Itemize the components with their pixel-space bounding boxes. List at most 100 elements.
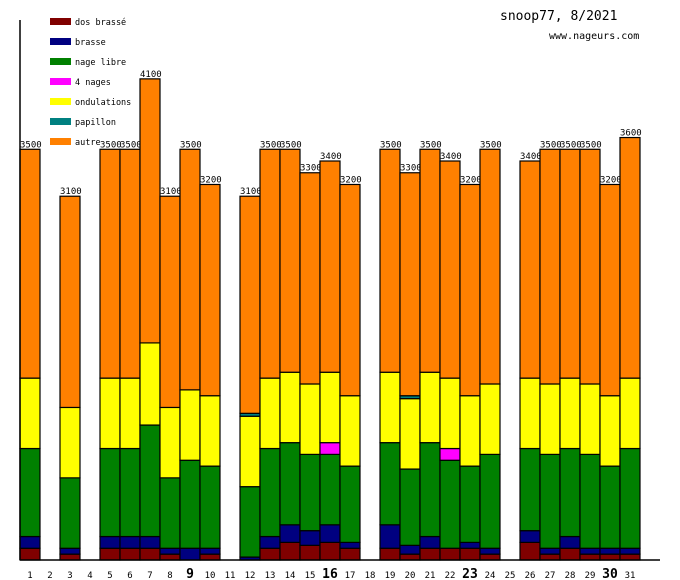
bar-segment-ondulations bbox=[159, 406, 181, 479]
bar-segment-ondulations bbox=[559, 377, 581, 450]
chart-subtitle: www.nageurs.com bbox=[549, 31, 640, 42]
bar-segment-autre bbox=[259, 148, 281, 379]
bar-segment-dos-brasse bbox=[539, 553, 561, 561]
bar-segment-dos-brasse bbox=[579, 553, 601, 561]
bar-segment-dos-brasse bbox=[559, 547, 581, 561]
x-tick-label: 16 bbox=[322, 567, 338, 580]
bar-segment-autre bbox=[479, 148, 501, 385]
legend-swatch bbox=[50, 18, 71, 25]
x-tick-label: 1 bbox=[27, 571, 32, 580]
x-tick-label: 14 bbox=[285, 571, 296, 580]
x-tick-label: 21 bbox=[425, 571, 436, 580]
legend-label: papillon bbox=[75, 118, 116, 128]
x-tick-label: 31 bbox=[625, 571, 636, 580]
bar-segment-dos-brasse bbox=[59, 553, 81, 561]
bar-segment-dos-brasse bbox=[459, 547, 481, 561]
x-tick-label: 26 bbox=[525, 571, 536, 580]
total-label: 3500 bbox=[280, 140, 302, 150]
bar-segment-nage-libre bbox=[119, 447, 141, 538]
chart-title: snoop77, 8/2021 bbox=[500, 9, 618, 24]
bar-segment-nage-libre bbox=[179, 459, 201, 549]
bar-segment-ondulations bbox=[19, 377, 41, 450]
bar-segment-nage-libre bbox=[259, 447, 281, 538]
bar-segment-nage-libre bbox=[159, 477, 181, 549]
bar-segment-brasse bbox=[599, 547, 621, 555]
bar-segment-autre bbox=[439, 160, 461, 379]
bar-segment-nage-libre bbox=[559, 447, 581, 538]
total-label: 3500 bbox=[540, 140, 562, 150]
bar-segment-autre bbox=[139, 78, 161, 344]
bar-segment-autre bbox=[579, 148, 601, 385]
bar-segment-nage-libre bbox=[439, 459, 461, 549]
x-tick-label: 8 bbox=[167, 571, 172, 580]
total-label: 3200 bbox=[600, 176, 622, 186]
bar-segment-autre bbox=[59, 195, 81, 409]
bar-segment-brasse bbox=[59, 547, 81, 555]
x-tick-label: 2 bbox=[47, 571, 52, 580]
total-label: 3400 bbox=[520, 152, 542, 162]
x-tick-label: 29 bbox=[585, 571, 596, 580]
bar-segment-nage-libre bbox=[319, 453, 341, 526]
total-label: 3500 bbox=[480, 140, 502, 150]
total-label: 3200 bbox=[460, 176, 482, 186]
x-tick-label: 25 bbox=[505, 571, 516, 580]
bar-segment-brasse bbox=[299, 530, 321, 546]
x-tick-label: 12 bbox=[245, 571, 256, 580]
x-tick-label: 3 bbox=[67, 571, 72, 580]
bar-segment-brasse bbox=[459, 541, 481, 549]
bar-segment-brasse bbox=[399, 544, 421, 555]
bar-segment-brasse bbox=[99, 535, 121, 549]
x-tick-label: 7 bbox=[147, 571, 152, 580]
bar-segment-brasse bbox=[579, 547, 601, 555]
bar-segment-nage-libre bbox=[19, 447, 41, 538]
bar-segment-ondulations bbox=[139, 342, 161, 426]
x-tick-label: 30 bbox=[602, 567, 618, 580]
bar-segment-nage-libre bbox=[419, 442, 441, 538]
total-label: 3200 bbox=[340, 176, 362, 186]
bar-segment-ondulations bbox=[419, 371, 441, 444]
bar-segment-brasse bbox=[179, 547, 201, 561]
bar-segment-nage-libre bbox=[579, 453, 601, 549]
bar-segment-nage-libre bbox=[279, 442, 301, 526]
x-tick-label: 11 bbox=[225, 571, 236, 580]
bar-segment-ondulations bbox=[479, 383, 501, 455]
bar-segment-autre bbox=[339, 183, 361, 397]
bar-segment-nage-libre bbox=[459, 465, 481, 543]
bar-segment-brasse bbox=[159, 547, 181, 555]
legend-swatch bbox=[50, 58, 71, 65]
bar-segment-autre bbox=[99, 148, 121, 379]
total-label: 3600 bbox=[620, 129, 642, 139]
legend-swatch bbox=[50, 118, 71, 125]
bar-segment-dos-brasse bbox=[319, 541, 341, 561]
bar-segment-autre bbox=[619, 136, 641, 379]
total-label: 3500 bbox=[580, 140, 602, 150]
bar-segment-ondulations bbox=[59, 406, 81, 479]
bar-segment-nage-libre bbox=[399, 468, 421, 546]
bar-segment-dos-brasse bbox=[379, 547, 401, 561]
bar-segment-autre bbox=[19, 148, 41, 379]
bar-segment-nage-libre bbox=[619, 447, 641, 549]
bar-segment-brasse bbox=[339, 541, 361, 549]
bar-segment-ondulations bbox=[259, 377, 281, 450]
bar-segment-dos-brasse bbox=[119, 547, 141, 561]
bar-segment-nage-libre bbox=[539, 453, 561, 549]
bar-segment-ondulations bbox=[279, 371, 301, 444]
total-label: 3100 bbox=[240, 187, 262, 197]
bar-segment-brasse bbox=[199, 547, 221, 555]
bar-segment-autre bbox=[239, 195, 261, 414]
bar-segment-dos-brasse bbox=[99, 547, 121, 561]
bar-segment-autre bbox=[419, 148, 441, 373]
total-label: 3400 bbox=[320, 152, 342, 162]
x-tick-label: 24 bbox=[485, 571, 496, 580]
bar-segment-nage-libre bbox=[99, 447, 121, 538]
bar-segment-autre bbox=[159, 195, 181, 409]
bar-segment-autre bbox=[179, 148, 201, 391]
x-tick-label: 10 bbox=[205, 571, 216, 580]
total-label: 3500 bbox=[180, 140, 202, 150]
bar-segment-nage-libre bbox=[239, 486, 261, 558]
bar-segment-dos-brasse bbox=[19, 547, 41, 561]
bar-segment-brasse bbox=[619, 547, 641, 555]
total-label: 3500 bbox=[560, 140, 582, 150]
total-label: 3500 bbox=[380, 140, 402, 150]
